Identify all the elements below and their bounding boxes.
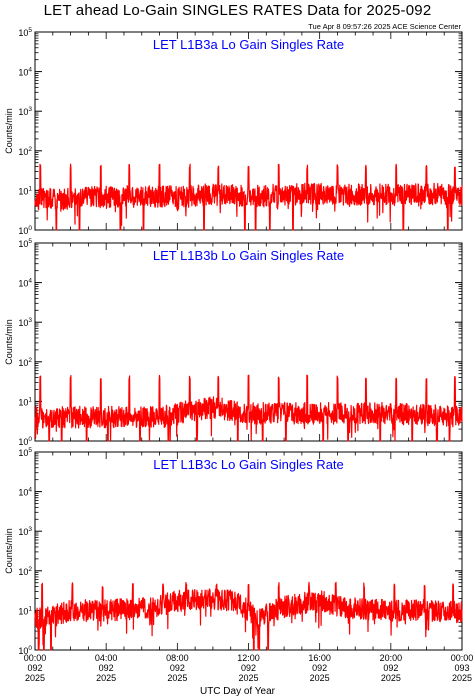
panel-title: LET L1B3b Lo Gain Singles Rate bbox=[153, 248, 344, 263]
y-tick-label: 104 bbox=[18, 67, 32, 78]
y-tick-label: 104 bbox=[18, 278, 32, 289]
y-tick-label: 103 bbox=[18, 526, 32, 537]
y-tick-label: 102 bbox=[18, 146, 32, 157]
x-tick-label: 2025 bbox=[238, 673, 258, 683]
y-tick-label: 103 bbox=[18, 106, 32, 117]
timestamp: Tue Apr 8 09:57:26 2025 ACE Science Cent… bbox=[308, 22, 461, 31]
x-tick-label: 092 bbox=[312, 663, 327, 673]
x-tick-label: 00:00 bbox=[24, 653, 47, 663]
x-tick-label: 093 bbox=[454, 663, 469, 673]
x-tick-label: 092 bbox=[27, 663, 42, 673]
x-tick-label: 04:00 bbox=[95, 653, 118, 663]
y-tick-label: 101 bbox=[18, 185, 32, 196]
data-series-line bbox=[34, 163, 463, 231]
y-tick-label: 101 bbox=[18, 605, 32, 616]
x-tick-label: 2025 bbox=[452, 673, 472, 683]
y-tick-label: 104 bbox=[18, 487, 32, 498]
x-axis-title: UTC Day of Year bbox=[199, 686, 276, 697]
chart-panel-1: 100 101 102 103 104 105 Counts/min LET L1B3a Lo… bbox=[4, 27, 463, 236]
y-tick-label: 105 bbox=[18, 27, 32, 38]
y-tick-label: 100 bbox=[18, 225, 32, 236]
chart-title: LET ahead Lo-Gain SINGLES RATES Data for… bbox=[43, 2, 432, 19]
y-axis-label: Counts/min bbox=[4, 528, 14, 574]
y-tick-label: 100 bbox=[18, 436, 32, 447]
data-series-line bbox=[34, 581, 463, 651]
x-tick-label: 12:00 bbox=[237, 653, 260, 663]
x-tick-label: 092 bbox=[170, 663, 185, 673]
x-tick-label: 092 bbox=[383, 663, 398, 673]
x-tick-label: 2025 bbox=[381, 673, 401, 683]
chart-panel-2: 100 101 102 103 104 105 Counts/min LET L1B3b Lo… bbox=[4, 238, 463, 447]
chart-panel-3: 100 101 102 103 104 105 Counts/min LET L1B3c Lo… bbox=[4, 447, 463, 656]
x-tick-label: 2025 bbox=[310, 673, 330, 683]
data-series-line bbox=[34, 374, 463, 442]
y-tick-label: 102 bbox=[18, 357, 32, 368]
x-tick-label: 2025 bbox=[25, 673, 45, 683]
x-tick-label: 20:00 bbox=[380, 653, 403, 663]
panel-title: LET L1B3a Lo Gain Singles Rate bbox=[153, 37, 344, 52]
y-tick-label: 101 bbox=[18, 396, 32, 407]
x-tick-label: 16:00 bbox=[308, 653, 331, 663]
x-tick-label: 08:00 bbox=[166, 653, 189, 663]
y-tick-label: 105 bbox=[18, 447, 32, 458]
x-tick-label: 092 bbox=[99, 663, 114, 673]
x-tick-label: 2025 bbox=[167, 673, 187, 683]
panel-title: LET L1B3c Lo Gain Singles Rate bbox=[153, 457, 344, 472]
y-tick-label: 103 bbox=[18, 317, 32, 328]
x-tick-label: 00:00 bbox=[451, 653, 474, 663]
y-axis-label: Counts/min bbox=[4, 108, 14, 154]
y-tick-label: 100 bbox=[18, 645, 32, 656]
y-tick-label: 102 bbox=[18, 566, 32, 577]
x-tick-label: 2025 bbox=[96, 673, 116, 683]
x-tick-label: 092 bbox=[241, 663, 256, 673]
y-axis-label: Counts/min bbox=[4, 319, 14, 365]
y-tick-label: 105 bbox=[18, 238, 32, 249]
